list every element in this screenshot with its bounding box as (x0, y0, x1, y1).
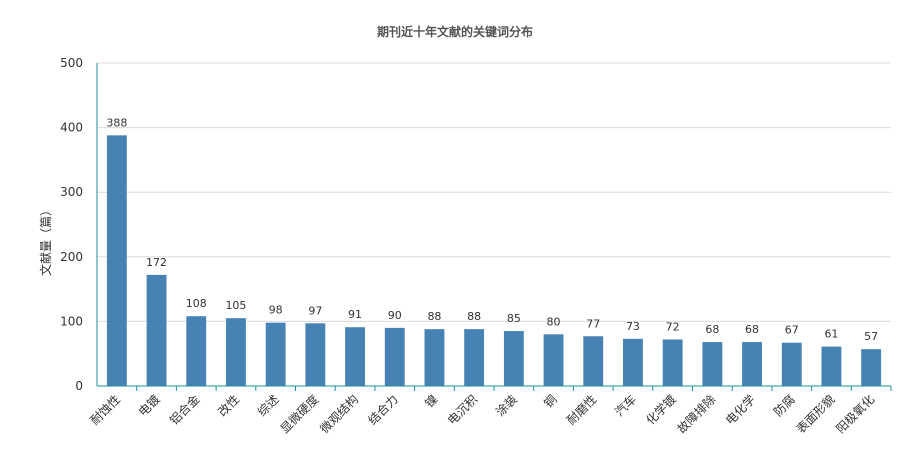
y-tick-label: 500 (60, 56, 83, 70)
data-label: 90 (388, 309, 402, 322)
x-tick-label: 阳极氧化 (833, 392, 877, 436)
x-tick-label: 电化学 (722, 392, 758, 428)
x-tick-label: 耐磨性 (564, 392, 599, 427)
bar (821, 346, 842, 386)
bar (265, 322, 286, 386)
x-tick-label: 显微硬度 (277, 392, 322, 437)
bar (186, 316, 207, 386)
bar (424, 329, 445, 386)
chart-title: 期刊近十年文献的关键词分布 (377, 24, 533, 39)
x-tick-label: 故障排除 (674, 392, 719, 437)
bars: 388 172 108 105 98 97 91 90 88 88 85 80 77 73 72 68 68 67… (106, 116, 882, 386)
bar (583, 336, 604, 386)
x-tick-label: 电镀 (136, 392, 163, 419)
bar (503, 331, 524, 386)
x-tick-label: 化学镀 (643, 392, 679, 428)
data-label: 172 (146, 256, 167, 269)
data-label: 68 (745, 323, 759, 336)
x-tick-label: 微观结构 (317, 392, 362, 437)
y-tick-label: 300 (60, 185, 83, 199)
y-tick-label: 0 (75, 379, 83, 393)
x-tick-label: 铜 (541, 392, 560, 411)
data-label: 67 (785, 324, 799, 337)
data-label: 91 (348, 308, 362, 321)
x-tick-label: 综述 (255, 392, 282, 419)
data-label: 88 (427, 310, 441, 323)
x-tick-label: 改性 (215, 392, 242, 419)
bar (662, 339, 683, 386)
data-label: 108 (186, 297, 207, 310)
x-tick-label: 防腐 (770, 392, 798, 420)
bar (742, 342, 762, 386)
bar (861, 349, 882, 386)
grid-lines (97, 62, 891, 322)
data-label: 68 (705, 323, 719, 336)
data-label: 85 (507, 312, 521, 325)
data-label: 88 (467, 310, 481, 323)
bar (464, 329, 485, 386)
x-tick-label: 铝合金 (166, 392, 202, 428)
bar (384, 327, 405, 386)
data-label: 80 (547, 315, 561, 328)
bar (623, 338, 643, 386)
bar (702, 342, 723, 386)
bar (305, 323, 326, 386)
bar (226, 318, 246, 386)
y-tick-label: 200 (60, 250, 83, 264)
data-label: 98 (269, 304, 283, 317)
bar (345, 327, 365, 386)
data-label: 97 (308, 304, 322, 317)
bar (543, 334, 564, 386)
data-label: 57 (864, 330, 878, 343)
data-label: 105 (225, 299, 246, 312)
x-tick-label: 涂装 (492, 392, 520, 420)
data-label: 73 (626, 320, 640, 333)
y-tick-label: 400 (60, 121, 83, 135)
x-tick-label: 电沉积 (445, 392, 480, 427)
x-tick-label: 结合力 (365, 392, 401, 428)
bar (106, 135, 127, 386)
data-label: 61 (824, 328, 838, 341)
x-tick-label: 镍 (422, 392, 440, 410)
bar (146, 274, 167, 386)
x-tick-label: 表面形貌 (793, 392, 838, 437)
y-tick-label: 100 (60, 314, 83, 328)
data-label: 77 (586, 317, 600, 330)
data-label: 72 (666, 320, 680, 333)
x-tick-label: 汽车 (611, 392, 639, 420)
x-tick-label: 耐蚀性 (88, 392, 123, 427)
bar (781, 342, 802, 386)
data-label: 388 (106, 116, 127, 129)
y-axis-label: 文献量（篇） (38, 204, 53, 276)
